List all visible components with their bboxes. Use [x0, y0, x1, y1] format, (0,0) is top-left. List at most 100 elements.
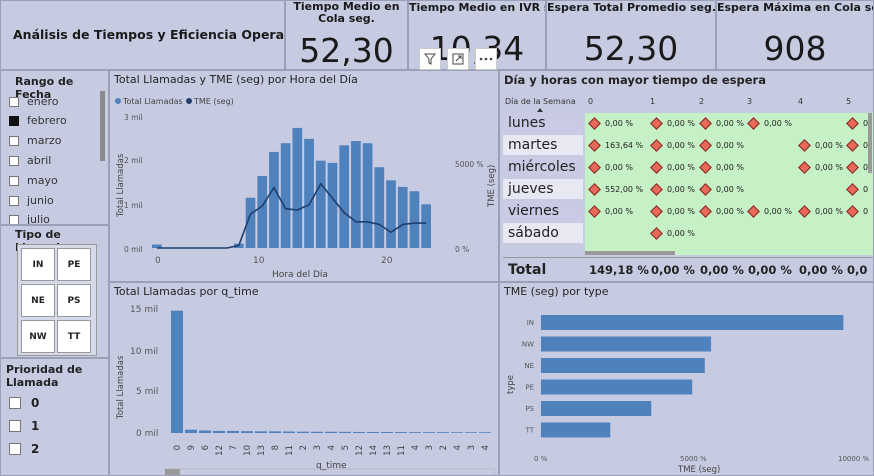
month-option-abril[interactable]: abril	[9, 154, 51, 167]
hourly-bar[interactable]	[421, 204, 431, 248]
checkbox[interactable]	[9, 420, 21, 432]
hourly-bar[interactable]	[339, 145, 350, 248]
checkbox[interactable]	[9, 214, 19, 224]
hourly-bar[interactable]	[409, 191, 420, 248]
matrix-cell[interactable]: 0,00 %	[649, 226, 695, 240]
type-bar[interactable]	[541, 401, 652, 416]
type-button-tt[interactable]: TT	[57, 320, 91, 353]
hourly-bar[interactable]	[257, 175, 268, 248]
matrix-cell[interactable]: 0	[845, 204, 868, 218]
type-button-ps[interactable]: PS	[57, 284, 91, 317]
matrix-cell[interactable]: 0	[845, 160, 868, 174]
hourly-bar[interactable]	[386, 180, 396, 248]
hourly-bar[interactable]	[304, 138, 314, 248]
qtime-bar[interactable]	[381, 432, 393, 433]
horizontal-scrollbar[interactable]	[165, 469, 180, 475]
month-option-julio[interactable]: julio	[9, 213, 50, 224]
hourly-bar[interactable]	[327, 162, 338, 248]
priority-option-2[interactable]: 2	[9, 442, 39, 456]
matrix-cell[interactable]: 0,00 %	[797, 204, 843, 218]
checkbox[interactable]	[9, 96, 19, 107]
month-option-febrero[interactable]: febrero	[9, 114, 67, 127]
qtime-bar[interactable]	[409, 432, 421, 433]
type-bar[interactable]	[541, 422, 611, 438]
qtime-bar[interactable]	[227, 430, 239, 433]
slicer-scrollbar[interactable]	[100, 91, 105, 161]
matrix-cell[interactable]: 0,00 %	[698, 204, 744, 218]
qtime-bar[interactable]	[297, 431, 309, 433]
hourly-bar[interactable]	[397, 186, 408, 248]
checkbox[interactable]	[9, 175, 19, 186]
matrix-cell[interactable]: 0,00 %	[587, 116, 633, 130]
matrix-vertical-scrollbar[interactable]	[868, 113, 872, 173]
hourly-bar[interactable]	[374, 167, 385, 248]
matrix-cell[interactable]: 0,00 %	[649, 182, 695, 196]
matrix-cell[interactable]: 0,00 %	[698, 138, 744, 152]
priority-option-0[interactable]: 0	[9, 396, 39, 410]
qtime-bar[interactable]	[171, 310, 183, 433]
type-button-nw[interactable]: NW	[21, 320, 55, 353]
month-option-mayo[interactable]: mayo	[9, 174, 58, 187]
checkbox[interactable]	[9, 397, 21, 409]
matrix-cell[interactable]: 552,00 %	[587, 182, 643, 196]
hourly-bar[interactable]	[280, 143, 291, 248]
qtime-bar[interactable]	[339, 431, 351, 433]
qtime-bar[interactable]	[199, 430, 211, 433]
matrix-horizontal-scrollbar[interactable]	[585, 251, 675, 255]
type-bar[interactable]	[541, 379, 693, 395]
priority-option-1[interactable]: 1	[9, 419, 39, 433]
qtime-bar[interactable]	[283, 431, 295, 433]
type-bar[interactable]	[541, 336, 712, 352]
qtime-bar[interactable]	[213, 430, 225, 433]
month-option-enero[interactable]: enero	[9, 95, 59, 108]
matrix-cell[interactable]: 0,00 %	[649, 160, 695, 174]
qtime-bar[interactable]	[395, 432, 407, 433]
matrix-cell[interactable]: 0,00 %	[649, 138, 695, 152]
hourly-bar[interactable]	[152, 244, 162, 248]
type-button-in[interactable]: IN	[21, 248, 55, 281]
matrix-cell[interactable]: 0,00 %	[698, 116, 744, 130]
qtime-bar[interactable]	[367, 432, 379, 433]
matrix-cell[interactable]: 0,00 %	[587, 160, 633, 174]
qtime-bar[interactable]	[255, 431, 267, 433]
matrix-cell[interactable]: 163,64 %	[587, 138, 643, 152]
focus-mode-icon[interactable]	[447, 48, 469, 70]
sort-arrow-icon[interactable]	[537, 108, 543, 112]
type-bar[interactable]	[541, 358, 705, 373]
hourly-bar[interactable]	[315, 160, 326, 248]
matrix-cell[interactable]: 0,00 %	[797, 160, 843, 174]
qtime-bar[interactable]	[451, 432, 463, 433]
qtime-bar[interactable]	[353, 431, 365, 433]
qtime-bar[interactable]	[479, 432, 491, 433]
matrix-cell[interactable]: 0,00 %	[797, 138, 843, 152]
matrix-cell[interactable]: 0	[845, 116, 868, 130]
type-button-pe[interactable]: PE	[57, 248, 91, 281]
filter-icon[interactable]	[419, 48, 441, 70]
hourly-bar[interactable]	[269, 151, 279, 248]
hourly-bar[interactable]	[292, 127, 303, 248]
matrix-cell[interactable]: 0,00 %	[649, 116, 695, 130]
checkbox-checked[interactable]	[9, 115, 19, 126]
qtime-bar[interactable]	[269, 431, 281, 433]
matrix-corner-label[interactable]: Día de la Semana	[505, 97, 576, 106]
month-option-marzo[interactable]: marzo	[9, 134, 61, 147]
hourly-bar[interactable]	[245, 197, 256, 248]
matrix-cell[interactable]: 0,00 %	[698, 182, 744, 196]
matrix-cell[interactable]: 0	[845, 138, 868, 152]
qtime-bar[interactable]	[311, 431, 323, 433]
checkbox[interactable]	[9, 195, 19, 206]
matrix-cell[interactable]: 0,00 %	[587, 204, 633, 218]
checkbox[interactable]	[9, 135, 19, 146]
type-button-ne[interactable]: NE	[21, 284, 55, 317]
qtime-bar[interactable]	[185, 429, 197, 433]
more-options-icon[interactable]	[475, 48, 497, 70]
hourly-bar[interactable]	[362, 143, 373, 248]
matrix-cell[interactable]: 0,00 %	[698, 160, 744, 174]
matrix-cell[interactable]: 0	[845, 182, 868, 196]
hourly-bar[interactable]	[351, 141, 361, 248]
checkbox[interactable]	[9, 443, 21, 455]
checkbox[interactable]	[9, 155, 19, 166]
month-option-junio[interactable]: junio	[9, 194, 54, 207]
qtime-bar[interactable]	[241, 431, 253, 433]
matrix-cell[interactable]: 0,00 %	[746, 116, 792, 130]
